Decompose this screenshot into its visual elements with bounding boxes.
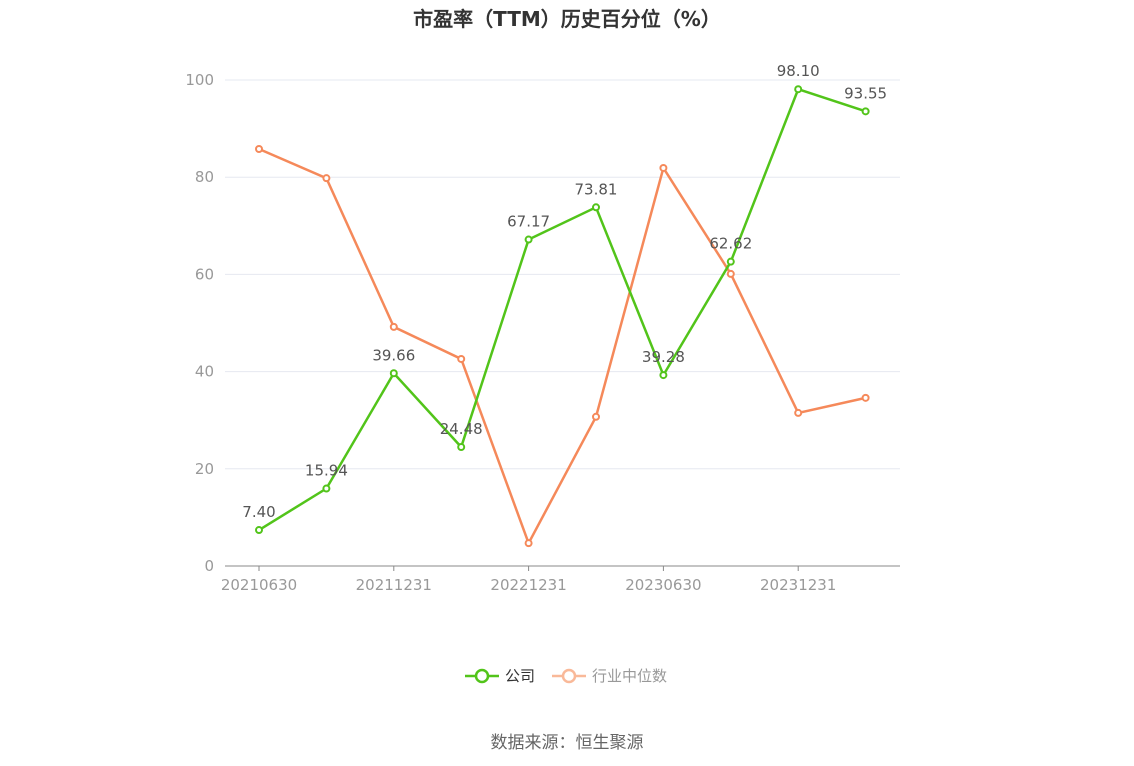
data-point xyxy=(861,107,870,116)
data-point xyxy=(861,393,870,402)
x-tick-label: 20221231 xyxy=(490,576,566,594)
data-point xyxy=(255,145,263,154)
y-tick-label: 60 xyxy=(195,265,214,283)
series-line xyxy=(258,147,866,547)
data-point xyxy=(592,203,600,212)
data-label: 98.10 xyxy=(777,62,820,80)
data-point xyxy=(659,163,668,172)
data-point xyxy=(457,443,466,452)
data-point xyxy=(457,354,466,363)
legend-label: 公司 xyxy=(505,667,535,685)
series-line xyxy=(258,87,866,532)
y-tick-label: 40 xyxy=(195,363,214,381)
data-point xyxy=(524,235,533,244)
x-tick-label: 20211231 xyxy=(356,576,432,594)
data-point xyxy=(592,412,600,421)
source-note: 数据来源：恒生聚源 xyxy=(491,733,644,753)
legend-marker xyxy=(561,668,577,684)
data-point xyxy=(794,85,803,94)
x-tick-label: 20210630 xyxy=(221,576,297,594)
data-label: 39.28 xyxy=(642,348,685,366)
data-point xyxy=(322,484,331,493)
data-label: 15.94 xyxy=(305,462,348,480)
data-label: 67.17 xyxy=(507,213,550,231)
data-point xyxy=(524,539,533,548)
data-point xyxy=(794,408,803,417)
y-tick-label: 20 xyxy=(195,460,214,478)
data-label: 93.55 xyxy=(844,84,887,102)
data-point xyxy=(726,257,735,266)
data-label: 73.81 xyxy=(575,180,618,198)
y-tick-label: 80 xyxy=(195,168,214,186)
data-point xyxy=(726,269,735,278)
data-point xyxy=(322,174,331,183)
data-point xyxy=(389,322,398,331)
y-tick-label: 100 xyxy=(185,71,214,89)
data-point xyxy=(255,526,263,535)
data-label: 7.40 xyxy=(242,503,275,521)
x-tick-label: 20231231 xyxy=(760,576,836,594)
x-tick-label: 20230630 xyxy=(625,576,701,594)
data-label: 39.66 xyxy=(372,346,415,364)
legend-label: 行业中位数 xyxy=(592,667,667,685)
legend-marker xyxy=(474,668,490,684)
chart-title: 市盈率（TTM）历史百分位（%） xyxy=(413,7,721,31)
data-point xyxy=(659,371,668,380)
data-label: 62.62 xyxy=(709,235,752,253)
data-label: 24.48 xyxy=(440,420,483,438)
data-point xyxy=(389,369,398,378)
y-tick-label: 0 xyxy=(204,557,214,575)
